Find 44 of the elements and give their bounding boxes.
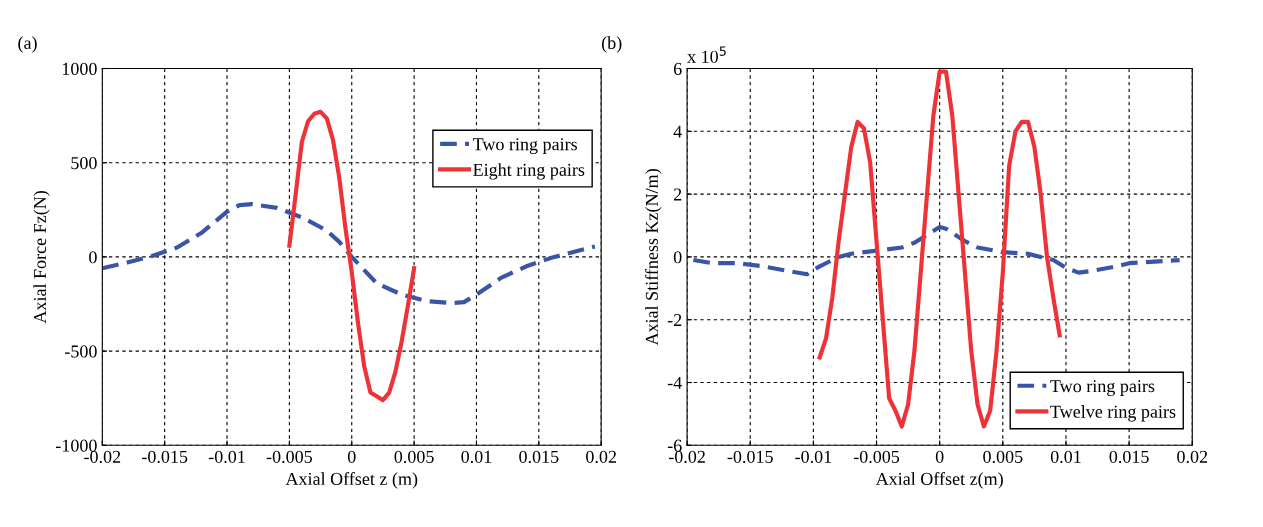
y-tick-label: 4	[673, 125, 682, 138]
y-tick-label: 0	[89, 251, 97, 264]
y-tick-label: 0	[673, 251, 682, 264]
x-axis-title: Axial Offset z(m)	[875, 472, 1003, 489]
y-axis-title: Axial Stiffness Kz(N/m)	[645, 169, 662, 346]
x-tick-label: -0.015	[142, 450, 188, 463]
x-tick-label: -0.01	[208, 450, 245, 463]
legend-label: Two ring pairs	[1050, 380, 1155, 396]
x-tick-label: -0.005	[853, 450, 900, 463]
y-tick-label: 500	[71, 156, 97, 170]
line-series	[691, 224, 1182, 277]
x-tick-label: 0.01	[461, 450, 492, 463]
x-tick-label: 0.015	[519, 450, 559, 463]
legend-label: Two ring pairs	[472, 138, 577, 155]
y-tick-label: -6	[667, 439, 682, 452]
y-tick-label: 2	[673, 188, 682, 201]
x-tick-label: -0.005	[266, 450, 312, 463]
y-tick-label: -4	[667, 376, 682, 389]
line-series	[102, 202, 598, 306]
text: x 10$^{5}$	[687, 46, 726, 63]
x-tick-label: 0.02	[1177, 450, 1208, 463]
y-tick-label: -2	[667, 314, 682, 326]
y-axis-title: Axial Force Fz(N)	[33, 191, 50, 324]
x-axis-title: Axial Offset z (m)	[285, 472, 418, 489]
x-tick-label: -0.02	[668, 450, 705, 463]
chart-title: (a)	[18, 36, 37, 53]
x-tick-label: 0	[347, 450, 356, 463]
y-tick-label: -1000	[55, 439, 97, 452]
x-tick-label: 0.005	[983, 450, 1023, 463]
x-tick-label: 0.02	[586, 450, 616, 463]
line-series	[287, 109, 417, 403]
legend-label: Twelve ring pairs	[1050, 405, 1176, 422]
legend-label: Eight ring pairs	[473, 163, 585, 180]
x-tick-label: 0.005	[394, 450, 434, 463]
x-tick-label: 0.01	[1050, 450, 1081, 463]
y-tick-label: 6	[673, 62, 682, 75]
y-tick-label: -500	[65, 345, 97, 358]
x-tick-label: -0.01	[795, 450, 832, 463]
x-tick-label: 0	[935, 450, 944, 463]
x-tick-label: -0.015	[727, 450, 773, 463]
x-tick-label: 0.015	[1109, 450, 1149, 463]
x-tick-label: -0.02	[84, 450, 121, 463]
chart-title: (b)	[601, 36, 622, 53]
y-tick-label: 1000	[62, 62, 97, 75]
